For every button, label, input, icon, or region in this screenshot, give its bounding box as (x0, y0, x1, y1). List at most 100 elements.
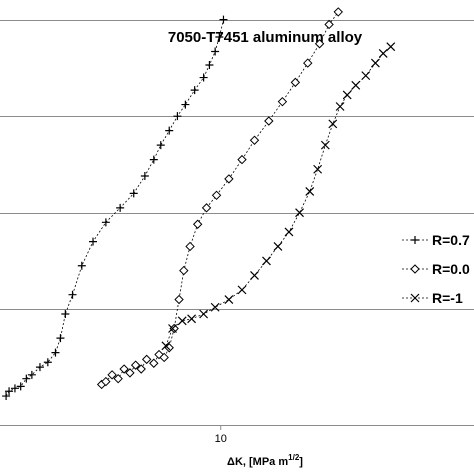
data-point (303, 58, 313, 68)
x-tick-label: 10 (215, 433, 227, 445)
legend-item-2: R=0.0 (402, 261, 470, 277)
data-point (224, 174, 234, 184)
legend-label: R=-1 (432, 290, 463, 306)
data-point (2, 392, 11, 401)
data-point (351, 80, 361, 90)
data-point (161, 341, 171, 351)
data-point (237, 154, 247, 165)
data-point (179, 265, 189, 276)
data-point (22, 374, 31, 383)
data-point (185, 241, 195, 252)
x-axis-label-end: ] (299, 456, 303, 468)
data-point (10, 384, 19, 393)
x-axis-label-sup: 1/2 (288, 453, 300, 462)
data-point (199, 73, 208, 82)
data-point (215, 33, 224, 42)
data-point (324, 19, 334, 30)
data-point (342, 90, 352, 100)
data-point (290, 77, 301, 88)
data-point (154, 349, 164, 360)
data-point (211, 47, 220, 56)
data-point (328, 119, 338, 129)
legend-item-1: R=0.7 (402, 232, 470, 248)
data-point (262, 256, 271, 266)
data-point (237, 285, 247, 295)
data-series (2, 7, 396, 401)
data-point (190, 86, 199, 95)
data-point (141, 354, 152, 365)
data-point (149, 155, 158, 164)
data-point (201, 203, 212, 213)
data-point (68, 290, 77, 299)
legend-marker (410, 293, 420, 303)
legend-marker (411, 236, 419, 244)
data-point (116, 203, 125, 212)
data-point (165, 126, 174, 135)
data-point (187, 314, 197, 324)
data-point (101, 376, 111, 387)
series-1 (2, 15, 228, 401)
data-point (107, 370, 117, 380)
data-point (43, 358, 52, 367)
data-point (113, 373, 123, 384)
x-axis-label: ΔK, [MPa m1/2] (227, 453, 303, 468)
data-point (320, 140, 330, 150)
data-point (169, 323, 179, 334)
data-point (386, 42, 396, 52)
data-point (16, 382, 25, 391)
data-point (264, 116, 274, 126)
data-point (51, 348, 60, 357)
data-point (250, 270, 259, 280)
data-point (249, 135, 260, 145)
gridlines (0, 20, 474, 310)
data-point (273, 242, 283, 251)
data-point (370, 58, 380, 68)
data-point (119, 364, 129, 374)
data-point (101, 218, 110, 227)
data-point (211, 190, 222, 201)
legend: R=0.7 R=0.0 R=-1 (402, 232, 470, 306)
data-point (61, 310, 70, 319)
data-point (361, 71, 371, 81)
series-line (165, 46, 392, 347)
series-line (5, 19, 224, 397)
data-point (173, 112, 182, 121)
data-point (5, 387, 14, 396)
data-point (284, 227, 294, 237)
data-point (177, 316, 187, 326)
data-point (174, 294, 184, 305)
data-point (378, 49, 388, 58)
data-point (159, 352, 169, 363)
data-point (89, 237, 98, 246)
x-tick-labels: 10 (215, 425, 227, 445)
data-point (277, 96, 288, 107)
data-point (313, 164, 323, 174)
data-point (192, 219, 203, 229)
data-point (77, 261, 86, 270)
data-point (125, 368, 135, 378)
data-point (205, 61, 214, 70)
data-point (181, 100, 190, 109)
data-point (136, 364, 146, 374)
data-point (333, 7, 343, 17)
data-point (168, 324, 177, 333)
legend-item-3: R=-1 (402, 290, 463, 306)
data-point (27, 370, 36, 379)
data-point (129, 189, 138, 198)
x-axis-label-main: ΔK, [MPa m (227, 456, 288, 468)
data-point (295, 208, 304, 218)
legend-marker (410, 264, 420, 274)
series-3 (161, 42, 396, 351)
data-point (210, 302, 220, 312)
data-point (140, 172, 149, 180)
data-point (199, 309, 209, 319)
series-2 (96, 7, 343, 390)
data-point (314, 39, 325, 49)
legend-label: R=0.7 (432, 232, 470, 248)
data-point (219, 15, 228, 24)
data-point (224, 295, 234, 304)
series-line (101, 11, 339, 385)
data-point (56, 334, 65, 343)
data-point (156, 141, 165, 150)
